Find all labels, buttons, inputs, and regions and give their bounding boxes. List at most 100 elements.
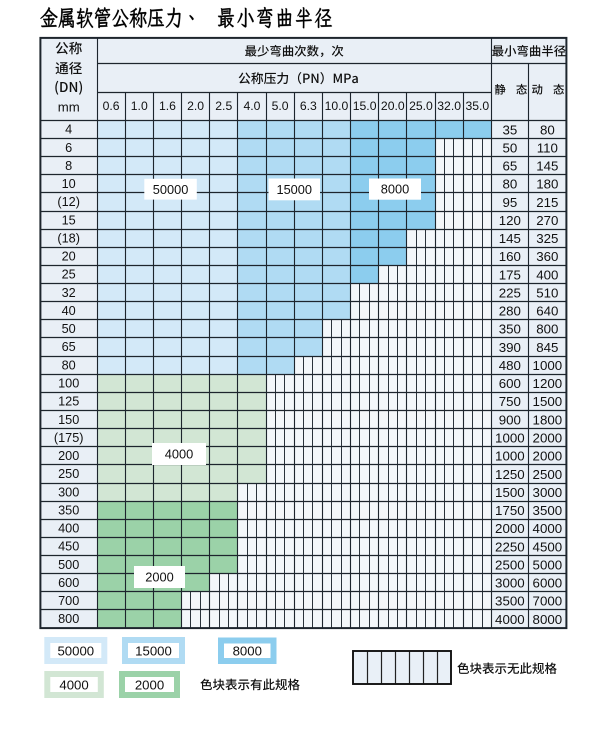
svg-text:4000: 4000 bbox=[533, 521, 563, 536]
svg-text:450: 450 bbox=[58, 540, 79, 554]
svg-text:280: 280 bbox=[499, 304, 521, 319]
svg-text:180: 180 bbox=[536, 177, 558, 192]
svg-text:250: 250 bbox=[58, 467, 79, 481]
svg-text:3000: 3000 bbox=[533, 485, 563, 500]
svg-text:4000: 4000 bbox=[495, 612, 525, 627]
svg-text:5000: 5000 bbox=[533, 557, 563, 572]
svg-text:400: 400 bbox=[58, 522, 79, 536]
svg-text:4000: 4000 bbox=[59, 677, 88, 692]
svg-text:6: 6 bbox=[65, 141, 72, 155]
svg-text:7000: 7000 bbox=[533, 594, 563, 609]
svg-text:600: 600 bbox=[58, 576, 79, 590]
svg-text:270: 270 bbox=[536, 213, 558, 228]
svg-text:900: 900 bbox=[499, 412, 521, 427]
svg-text:3500: 3500 bbox=[533, 503, 563, 518]
svg-text:1200: 1200 bbox=[533, 376, 563, 391]
svg-text:500: 500 bbox=[58, 558, 79, 572]
svg-text:20: 20 bbox=[62, 250, 76, 264]
svg-text:mm: mm bbox=[58, 99, 80, 114]
svg-text:100: 100 bbox=[58, 376, 79, 390]
svg-text:80: 80 bbox=[62, 358, 76, 372]
svg-text:95: 95 bbox=[502, 195, 517, 210]
svg-text:120: 120 bbox=[499, 213, 521, 228]
svg-text:15000: 15000 bbox=[135, 643, 172, 658]
svg-text:2500: 2500 bbox=[533, 467, 563, 482]
svg-text:300: 300 bbox=[58, 485, 79, 499]
svg-text:50: 50 bbox=[62, 322, 76, 336]
svg-text:15.0: 15.0 bbox=[353, 99, 377, 113]
svg-text:10: 10 bbox=[62, 177, 76, 191]
svg-text:2000: 2000 bbox=[533, 431, 563, 446]
svg-text:4: 4 bbox=[65, 123, 72, 137]
svg-text:2000: 2000 bbox=[145, 570, 173, 585]
svg-text:1500: 1500 bbox=[533, 394, 563, 409]
svg-text:15000: 15000 bbox=[276, 182, 312, 197]
svg-text:4000: 4000 bbox=[165, 447, 193, 462]
svg-text:4500: 4500 bbox=[533, 539, 563, 554]
svg-text:32.0: 32.0 bbox=[437, 99, 461, 113]
svg-text:40: 40 bbox=[62, 304, 76, 318]
svg-text:8000: 8000 bbox=[533, 612, 563, 627]
svg-text:25.0: 25.0 bbox=[409, 99, 433, 113]
svg-text:1.0: 1.0 bbox=[131, 99, 148, 113]
svg-text:8000: 8000 bbox=[381, 182, 409, 197]
svg-text:2000: 2000 bbox=[495, 521, 525, 536]
svg-text:2000: 2000 bbox=[533, 449, 563, 464]
svg-text:6000: 6000 bbox=[533, 576, 563, 591]
svg-text:640: 640 bbox=[536, 304, 558, 319]
svg-text:125: 125 bbox=[58, 395, 79, 409]
svg-text:10.0: 10.0 bbox=[325, 99, 349, 113]
svg-text:6.3: 6.3 bbox=[300, 99, 317, 113]
svg-text:65: 65 bbox=[62, 340, 76, 354]
svg-text:32: 32 bbox=[62, 286, 76, 300]
svg-text:35.0: 35.0 bbox=[465, 99, 489, 113]
svg-text:2250: 2250 bbox=[495, 539, 525, 554]
svg-text:4.0: 4.0 bbox=[243, 99, 260, 113]
svg-text:160: 160 bbox=[499, 249, 521, 264]
svg-text:8: 8 bbox=[65, 159, 72, 173]
svg-text:(12): (12) bbox=[57, 195, 80, 209]
svg-text:510: 510 bbox=[536, 285, 558, 300]
svg-text:350: 350 bbox=[58, 503, 79, 517]
svg-text:3500: 3500 bbox=[495, 594, 525, 609]
svg-text:65: 65 bbox=[502, 159, 517, 174]
svg-text:2500: 2500 bbox=[495, 557, 525, 572]
svg-text:1000: 1000 bbox=[495, 449, 525, 464]
svg-text:1750: 1750 bbox=[495, 503, 525, 518]
svg-text:50: 50 bbox=[502, 140, 517, 155]
svg-text:800: 800 bbox=[58, 612, 79, 626]
svg-text:50000: 50000 bbox=[57, 643, 94, 658]
svg-text:1500: 1500 bbox=[495, 485, 525, 500]
svg-text:845: 845 bbox=[536, 340, 558, 355]
svg-text:225: 225 bbox=[499, 285, 521, 300]
svg-text:350: 350 bbox=[499, 322, 521, 337]
svg-text:1800: 1800 bbox=[533, 412, 563, 427]
svg-text:2000: 2000 bbox=[135, 677, 164, 692]
svg-text:1250: 1250 bbox=[495, 467, 525, 482]
svg-text:2.5: 2.5 bbox=[215, 99, 232, 113]
svg-text:145: 145 bbox=[499, 231, 521, 246]
svg-text:20.0: 20.0 bbox=[381, 99, 405, 113]
svg-text:800: 800 bbox=[536, 322, 558, 337]
svg-text:80: 80 bbox=[502, 177, 517, 192]
svg-text:360: 360 bbox=[536, 249, 558, 264]
svg-text:25: 25 bbox=[62, 268, 76, 282]
svg-text:400: 400 bbox=[536, 267, 558, 282]
svg-text:390: 390 bbox=[499, 340, 521, 355]
svg-text:145: 145 bbox=[536, 159, 558, 174]
svg-text:175: 175 bbox=[499, 267, 521, 282]
svg-text:600: 600 bbox=[499, 376, 521, 391]
svg-text:1.6: 1.6 bbox=[159, 99, 176, 113]
svg-text:110: 110 bbox=[537, 140, 558, 155]
svg-text:0.6: 0.6 bbox=[103, 99, 120, 113]
svg-text:8000: 8000 bbox=[233, 644, 262, 659]
svg-text:50000: 50000 bbox=[153, 182, 189, 197]
svg-text:35: 35 bbox=[502, 122, 517, 137]
svg-text:5.0: 5.0 bbox=[272, 99, 289, 113]
svg-text:480: 480 bbox=[499, 358, 521, 373]
svg-text:(175): (175) bbox=[54, 431, 84, 445]
svg-text:215: 215 bbox=[536, 195, 558, 210]
svg-text:80: 80 bbox=[540, 122, 555, 137]
svg-text:150: 150 bbox=[58, 413, 79, 427]
svg-text:1000: 1000 bbox=[533, 358, 563, 373]
